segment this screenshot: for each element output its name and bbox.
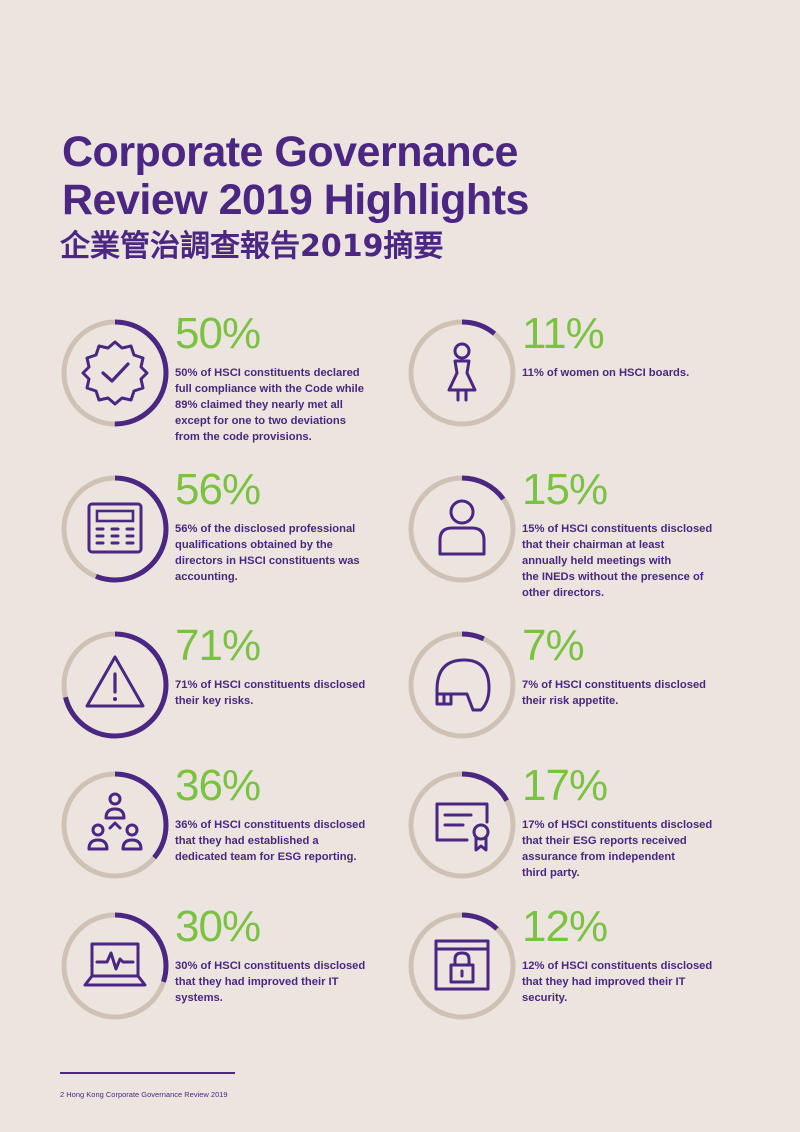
stat-description: 30% of HSCI constituents disclosed that … (175, 960, 366, 1004)
stat-description: 11% of women on HSCI boards. (522, 367, 690, 379)
stat-card-it-systems: 30% 30% of HSCI constituents disclosed t… (60, 903, 400, 1051)
stat-card-key-risks: 71% 71% of HSCI constituents disclosed t… (60, 622, 400, 770)
stat-percentage: 17% (522, 761, 608, 810)
stat-card-compliance: 50% 50% of HSCI constituents declared fu… (60, 310, 400, 458)
security-lock-icon (407, 911, 517, 1021)
calculator-icon (60, 474, 170, 584)
progress-ring (407, 318, 517, 428)
progress-ring (60, 770, 170, 880)
progress-ring-fill (408, 771, 516, 879)
progress-ring (407, 630, 517, 740)
progress-ring-fill (61, 912, 169, 1020)
stat-description: 50% of HSCI constituents declared full c… (175, 367, 364, 443)
progress-ring-fill (408, 912, 516, 1020)
progress-ring (60, 318, 170, 428)
woman-icon (407, 318, 517, 428)
title-line-2: Review 2019 Highlights (62, 176, 529, 224)
stat-percentage: 7% (522, 621, 585, 670)
stat-description: 71% of HSCI constituents disclosed their… (175, 679, 366, 707)
stat-percentage: 36% (175, 761, 261, 810)
stat-card-it-security: 12% 12% of HSCI constituents disclosed t… (407, 903, 747, 1051)
progress-ring (60, 630, 170, 740)
laptop-icon (60, 911, 170, 1021)
progress-ring-fill (408, 475, 516, 583)
progress-ring-fill (61, 475, 169, 583)
page-subtitle-chinese: 企業管治調查報告2019摘要 (60, 229, 444, 264)
stat-description: 56% of the disclosed professional qualif… (175, 523, 360, 583)
team-icon (60, 770, 170, 880)
stat-card-women: 11% 11% of women on HSCI boards. (407, 310, 747, 458)
progress-ring (407, 911, 517, 1021)
stat-card-chairman-meetings: 15% 15% of HSCI constituents disclosed t… (407, 466, 747, 614)
progress-ring-fill (61, 771, 169, 879)
footer-text: 2 Hong Kong Corporate Governance Review … (60, 1090, 228, 1099)
progress-ring-fill (408, 631, 516, 739)
checkmark-badge-icon (60, 318, 170, 428)
stat-percentage: 11% (522, 309, 605, 358)
stat-percentage: 50% (175, 309, 261, 358)
footer-divider (60, 1072, 235, 1074)
stat-percentage: 71% (175, 621, 261, 670)
stat-percentage: 30% (175, 902, 261, 951)
progress-ring (407, 770, 517, 880)
stat-card-qualifications: 56% 56% of the disclosed professional qu… (60, 466, 400, 614)
certificate-icon (407, 770, 517, 880)
stat-card-esg-team: 36% 36% of HSCI constituents disclosed t… (60, 762, 400, 910)
stat-description: 7% of HSCI constituents disclosed their … (522, 679, 707, 707)
stat-card-esg-assurance: 17% 17% of HSCI constituents disclosed t… (407, 762, 747, 910)
stat-description: 15% of HSCI constituents disclosed that … (522, 523, 713, 599)
person-icon (407, 474, 517, 584)
progress-ring-fill (61, 631, 169, 739)
progress-ring (407, 474, 517, 584)
helmet-icon (407, 630, 517, 740)
stat-percentage: 15% (522, 465, 608, 514)
page-title: Corporate Governance Review 2019 Highlig… (62, 128, 529, 224)
progress-ring-fill (61, 319, 169, 427)
stat-description: 36% of HSCI constituents disclosed that … (175, 819, 366, 863)
stat-description: 12% of HSCI constituents disclosed that … (522, 960, 713, 1004)
stat-percentage: 56% (175, 465, 261, 514)
progress-ring (60, 474, 170, 584)
title-line-1: Corporate Governance (62, 128, 518, 176)
stat-percentage: 12% (522, 902, 608, 951)
warning-icon (60, 630, 170, 740)
progress-ring-fill (408, 319, 516, 427)
stat-card-risk-appetite: 7% 7% of HSCI constituents disclosed the… (407, 622, 747, 770)
progress-ring (60, 911, 170, 1021)
stat-description: 17% of HSCI constituents disclosed that … (522, 819, 713, 879)
